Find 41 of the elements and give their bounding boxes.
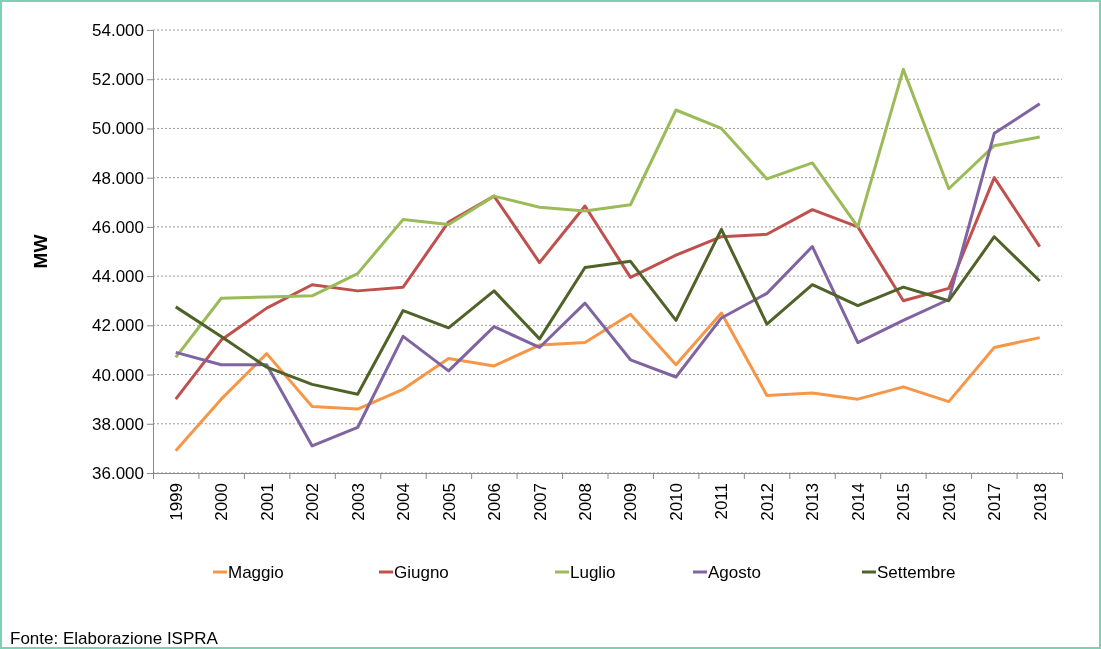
line-series: [174, 67, 1042, 359]
source-note: Fonte: Elaborazione ISPRA: [10, 629, 219, 648]
line-series: [174, 102, 1042, 448]
x-tick-label: 1999: [166, 483, 186, 521]
y-tick-label: 36.000: [92, 463, 144, 483]
y-tick-label: 54.000: [92, 20, 144, 40]
legend-label: Maggio: [228, 563, 284, 582]
x-tick-label: 2014: [848, 483, 868, 521]
x-tick-label: 2007: [530, 483, 550, 521]
y-tick-label: 42.000: [92, 316, 144, 336]
legend-label: Agosto: [708, 563, 761, 582]
x-tick-label: 2000: [212, 483, 232, 521]
x-tick-label: 2018: [1030, 483, 1050, 521]
legend-label: Luglio: [570, 563, 616, 582]
x-tick-label: 2012: [757, 483, 777, 521]
y-tick-label: 40.000: [92, 365, 144, 385]
x-tick-label: 2005: [439, 483, 459, 521]
y-tick-label: 38.000: [92, 414, 144, 434]
y-axis-title: MW: [30, 234, 51, 269]
y-tick-label: 46.000: [92, 217, 144, 237]
x-tick-label: 2009: [621, 483, 641, 521]
line-series: [174, 227, 1042, 396]
x-tick-label: 2015: [894, 483, 914, 521]
x-tick-label: 2011: [712, 483, 732, 520]
x-tick-label: 2016: [939, 483, 959, 521]
legend-label: Settembre: [877, 563, 956, 582]
x-tick-label: 2002: [303, 483, 323, 521]
x-tick-label: 2013: [803, 483, 823, 521]
y-tick-label: 50.000: [92, 119, 144, 139]
x-tick-label: 2006: [485, 483, 505, 521]
y-tick-label: 44.000: [92, 267, 144, 287]
x-tick-label: 2003: [348, 483, 368, 521]
x-tick-label: 2001: [257, 483, 277, 521]
x-tick-label: 2017: [985, 483, 1005, 521]
x-tick-label: 2010: [666, 483, 686, 521]
x-tick-label: 2008: [576, 483, 595, 521]
line-series: [174, 311, 1042, 453]
legend-label: Giugno: [394, 563, 449, 582]
y-tick-label: 52.000: [92, 70, 144, 90]
x-tick-label: 2004: [394, 483, 414, 521]
y-tick-label: 48.000: [92, 168, 144, 188]
